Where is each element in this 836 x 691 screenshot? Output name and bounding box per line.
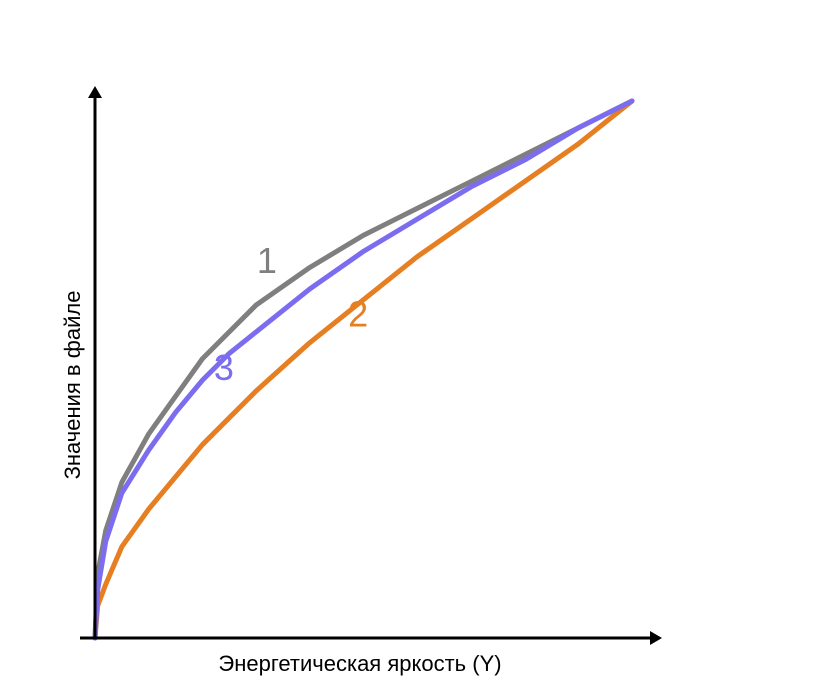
y-axis-label: Значения в файле	[60, 291, 85, 480]
series-label-3: 3	[214, 347, 234, 388]
plot-area: 1 2 3	[92, 98, 635, 641]
series-line-2	[92, 98, 635, 641]
series-line-3	[92, 98, 635, 641]
y-axis-arrow	[88, 86, 102, 98]
x-axis-arrow	[650, 631, 662, 645]
series-layer	[92, 98, 635, 641]
series-labels-layer: 1 2 3	[214, 240, 368, 388]
axes	[80, 86, 662, 645]
series-label-2: 2	[348, 294, 368, 335]
series-line-1	[92, 98, 635, 641]
series-label-1: 1	[257, 240, 277, 281]
x-axis-label: Энергетическая яркость (Y)	[218, 651, 501, 676]
